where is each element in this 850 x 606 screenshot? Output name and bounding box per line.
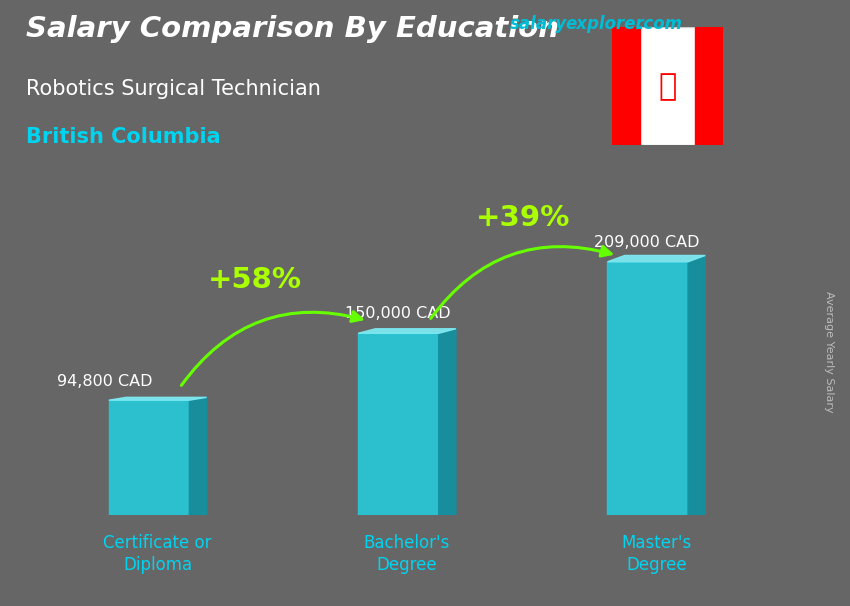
Text: .com: .com bbox=[638, 15, 683, 33]
Text: explorer: explorer bbox=[565, 15, 644, 33]
Polygon shape bbox=[358, 333, 439, 515]
Text: Robotics Surgical Technician: Robotics Surgical Technician bbox=[26, 79, 320, 99]
Text: 150,000 CAD: 150,000 CAD bbox=[345, 306, 450, 321]
Text: Certificate or
Diploma: Certificate or Diploma bbox=[104, 534, 212, 574]
Text: Average Yearly Salary: Average Yearly Salary bbox=[824, 291, 834, 412]
Text: British Columbia: British Columbia bbox=[26, 127, 220, 147]
Text: +58%: +58% bbox=[207, 265, 302, 294]
Text: Salary Comparison By Education: Salary Comparison By Education bbox=[26, 15, 558, 43]
Text: Bachelor's
Degree: Bachelor's Degree bbox=[364, 534, 451, 574]
Polygon shape bbox=[358, 328, 456, 333]
Polygon shape bbox=[109, 398, 207, 400]
Polygon shape bbox=[688, 256, 706, 515]
Text: 🍁: 🍁 bbox=[658, 72, 677, 101]
Polygon shape bbox=[608, 262, 688, 515]
Polygon shape bbox=[439, 328, 456, 515]
Text: 94,800 CAD: 94,800 CAD bbox=[57, 374, 152, 389]
Polygon shape bbox=[608, 256, 706, 262]
Polygon shape bbox=[190, 398, 207, 515]
Text: salary: salary bbox=[510, 15, 567, 33]
Polygon shape bbox=[612, 27, 639, 145]
Text: 209,000 CAD: 209,000 CAD bbox=[594, 235, 700, 250]
Text: Master's
Degree: Master's Degree bbox=[621, 534, 692, 574]
Text: +39%: +39% bbox=[476, 204, 570, 231]
Polygon shape bbox=[109, 400, 190, 515]
FancyBboxPatch shape bbox=[612, 27, 722, 145]
Polygon shape bbox=[694, 27, 722, 145]
